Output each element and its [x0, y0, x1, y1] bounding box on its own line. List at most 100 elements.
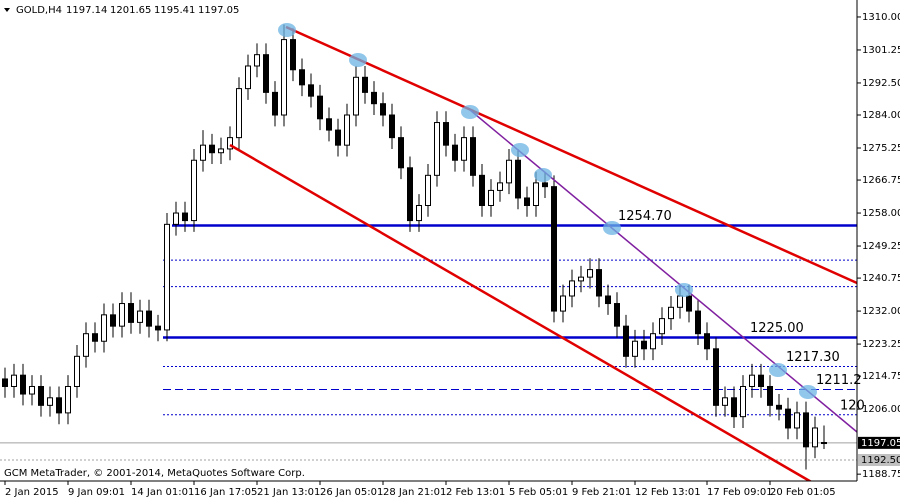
- candle-body: [677, 295, 683, 308]
- touch-marker: [349, 53, 367, 67]
- candle-body: [254, 54, 260, 67]
- x-tick-label: 16 Jan 17:05: [194, 487, 257, 498]
- candle-body: [389, 114, 395, 139]
- candle-body: [794, 412, 800, 429]
- x-tick-label: 5 Feb 05:01: [509, 487, 568, 498]
- candle-body: [605, 295, 611, 305]
- candle-body: [362, 76, 368, 93]
- y-tick-label: 1275.25: [862, 143, 900, 154]
- candle-body: [587, 269, 593, 278]
- y-tick-label: 1214.75: [862, 371, 900, 382]
- candle-body: [326, 118, 332, 131]
- candle-body: [65, 385, 71, 414]
- candle-body: [542, 182, 548, 188]
- x-tick-label: 14 Jan 01:01: [131, 487, 194, 498]
- candle-body: [515, 159, 521, 199]
- candle-body: [533, 182, 539, 206]
- trendline: [469, 109, 858, 433]
- candle-body: [110, 314, 116, 327]
- candle-body: [236, 88, 242, 139]
- candle-body: [209, 144, 215, 154]
- touch-marker: [534, 168, 552, 182]
- price-box: [858, 436, 900, 449]
- x-tick-label: 21 Jan 13:01: [257, 487, 320, 498]
- candle-body: [380, 103, 386, 116]
- candle-body: [191, 159, 197, 222]
- level-label: 1254.70: [618, 209, 672, 224]
- candle-body: [425, 174, 431, 206]
- y-tick-label: 1223.25: [862, 339, 900, 350]
- candle-body: [560, 295, 566, 312]
- candle-body: [56, 397, 62, 414]
- candle-body: [335, 129, 341, 146]
- candle-body: [785, 408, 791, 429]
- candle-body: [614, 303, 620, 327]
- candle-body: [263, 54, 269, 93]
- candle-body: [290, 39, 296, 71]
- header-high: 1201.65: [110, 5, 151, 16]
- candle-body: [146, 310, 152, 327]
- candle-body: [767, 385, 773, 406]
- touch-marker: [461, 105, 479, 119]
- x-tick-label: 2 Jan 2015: [5, 487, 59, 498]
- candle-body: [308, 84, 314, 97]
- candle-body: [128, 303, 134, 323]
- candle-body: [245, 65, 251, 90]
- candle-body: [632, 340, 638, 357]
- price-axis-area: [857, 0, 900, 500]
- y-tick-label: 1301.25: [862, 45, 900, 56]
- y-tick-label: 1206.00: [862, 404, 900, 415]
- candle-body: [281, 39, 287, 116]
- candle-body: [803, 412, 809, 448]
- candle-body: [578, 276, 584, 282]
- price-box: [858, 454, 900, 467]
- candle-body: [38, 385, 44, 406]
- candle-body: [200, 144, 206, 161]
- x-tick-label: 20 Feb 01:05: [770, 487, 836, 498]
- touch-marker: [675, 283, 693, 297]
- candle-body: [407, 167, 413, 222]
- candle-body: [416, 204, 422, 222]
- candle-body: [164, 223, 170, 331]
- candle-body: [29, 385, 35, 395]
- candle-body: [299, 69, 305, 86]
- x-tick-label: 17 Feb 09:01: [707, 487, 773, 498]
- touch-marker: [278, 23, 296, 37]
- candle-body: [443, 122, 449, 146]
- candle-body: [119, 303, 125, 327]
- candle-body: [47, 397, 53, 406]
- footer-note: GCM MetaTrader, © 2001-2014, MetaQuotes …: [4, 468, 305, 479]
- level-label: 1217.30: [786, 350, 840, 365]
- symbol: GOLD,H4: [16, 5, 62, 16]
- candle-body: [227, 137, 233, 150]
- candle-body: [641, 340, 647, 350]
- time-axis-area: [0, 481, 900, 500]
- candle-body: [272, 91, 278, 116]
- candle-body: [758, 374, 764, 387]
- candle-body: [434, 122, 440, 176]
- x-tick-label: 26 Jan 05:01: [320, 487, 383, 498]
- candle-body: [722, 397, 728, 406]
- candle-body: [173, 212, 179, 225]
- candle-body: [596, 269, 602, 297]
- x-tick-label: 9 Jan 09:01: [68, 487, 125, 498]
- candle-body: [776, 404, 782, 410]
- candle-body: [551, 186, 557, 312]
- menu-arrow[interactable]: [4, 8, 10, 12]
- level-label: 1211.2: [816, 373, 862, 388]
- candle-body: [83, 333, 89, 357]
- candle-body: [452, 144, 458, 161]
- candle-body: [497, 182, 503, 191]
- header-close: 1197.05: [198, 5, 239, 16]
- y-tick-label: 1188.75: [862, 469, 900, 480]
- candle-body: [353, 76, 359, 116]
- y-tick-label: 1266.75: [862, 175, 900, 186]
- trendline: [229, 143, 821, 489]
- candle-body: [317, 95, 323, 120]
- candle-body: [668, 306, 674, 320]
- candle-body: [11, 374, 17, 387]
- y-tick-label: 1240.75: [862, 273, 900, 284]
- level-label: 120: [840, 398, 865, 413]
